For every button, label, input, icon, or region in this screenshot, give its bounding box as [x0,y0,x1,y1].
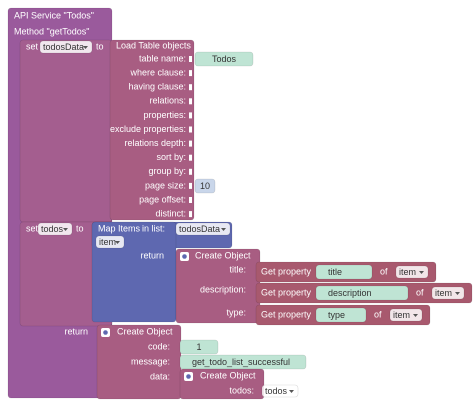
set-keyword: set [26,223,39,233]
set-block [19,39,113,223]
dropdown-text: item [393,310,410,320]
param-label: properties: [143,110,186,120]
param-label: relations depth: [124,138,186,148]
number-value: 10 [200,181,210,191]
service-title: API Service "Todos" [14,10,94,20]
field-label: todos: [229,385,254,395]
of-label: of [374,309,382,319]
text-value: type [328,310,345,320]
dropdown[interactable] [39,40,93,54]
text-block[interactable] [315,264,373,280]
dropdown-text: todos [265,386,288,396]
dropdown-arrow [63,228,68,231]
param-label: sort by: [156,152,186,162]
param-label: page offset: [139,194,186,204]
map-items-in-list: in list: [142,223,165,233]
dropdown-text: item [435,288,452,298]
create-object-block [179,368,265,400]
input-socket [189,197,192,203]
text-value: Todos [212,54,237,64]
input-socket [189,140,192,147]
set-keyword: set [26,41,39,51]
text-value: 1 [196,342,201,352]
dropdown[interactable] [261,384,299,398]
return-label: return [140,250,164,260]
load-table-block [109,39,195,221]
dropdown-arrow [83,46,88,49]
create-object-title: Create Object [195,250,251,260]
get-property-label: Get property [261,287,312,297]
text-value: description [328,288,372,298]
field-label: type: [226,307,246,317]
input-socket [189,154,192,161]
input-socket [189,84,192,91]
set-to: to [96,41,104,51]
dropdown-text: todos [41,224,64,234]
dropdown-text: todosData [179,224,220,234]
text-block[interactable] [194,51,254,67]
gear-icon-center [186,374,191,379]
text-block[interactable] [315,307,367,323]
dropdown[interactable] [37,222,73,236]
field-label: description: [200,284,246,294]
dropdown[interactable] [389,308,423,322]
param-label: exclude properties: [110,124,186,134]
dropdown[interactable] [175,222,231,236]
dropdown-arrow [221,228,226,231]
get-property-label: Get property [261,266,312,276]
of-label: of [416,287,424,297]
dropdown-arrow [455,292,460,295]
input-socket [189,182,192,189]
map-items-title: Map Items [98,223,141,233]
dropdown-arrow [419,271,424,274]
text-block[interactable] [315,285,409,301]
dropdown-arrow [289,390,294,393]
dropdown[interactable] [95,235,125,249]
dropdown-arrow [115,241,120,244]
get-property-label: Get property [261,309,312,319]
dropdown[interactable] [395,265,429,279]
return-label: return [64,326,88,336]
load-table-title: Load Table objects [116,40,191,50]
field-label: data: [150,371,170,381]
param-label: page size: [145,180,186,190]
create-object-title: Create Object [200,370,256,380]
dropdown[interactable] [431,286,465,300]
dropdown-arrow [413,314,418,317]
input-socket [189,168,192,175]
dropdown-text: item [99,237,116,247]
field-label: title: [229,264,246,274]
field-label: message: [131,356,170,366]
dropdown-text: todosData [43,42,84,52]
param-label: relations: [149,96,186,106]
service-method: Method "getTodos" [14,26,89,36]
set-to: to [76,223,84,233]
text-value: get_todo_list_successful [192,357,290,367]
param-label: where clause: [129,67,186,77]
gear-icon-center [182,254,187,259]
number-block[interactable] [194,178,216,194]
gear-icon-center [103,330,108,335]
dropdown-text: item [399,267,416,277]
param-label: having clause: [128,82,186,92]
input-socket [189,211,192,218]
field-label: code: [148,341,170,351]
input-socket [189,126,192,133]
create-object-title: Create Object [117,326,173,336]
input-socket [189,56,192,62]
input-socket [189,70,192,77]
param-label: distinct: [155,208,186,218]
param-label: table name: [139,53,186,63]
input-socket [189,112,192,119]
param-label: group by: [148,166,186,176]
input-socket [189,98,192,105]
text-block[interactable] [179,339,219,355]
text-value: title [328,267,342,277]
of-label: of [380,266,388,276]
